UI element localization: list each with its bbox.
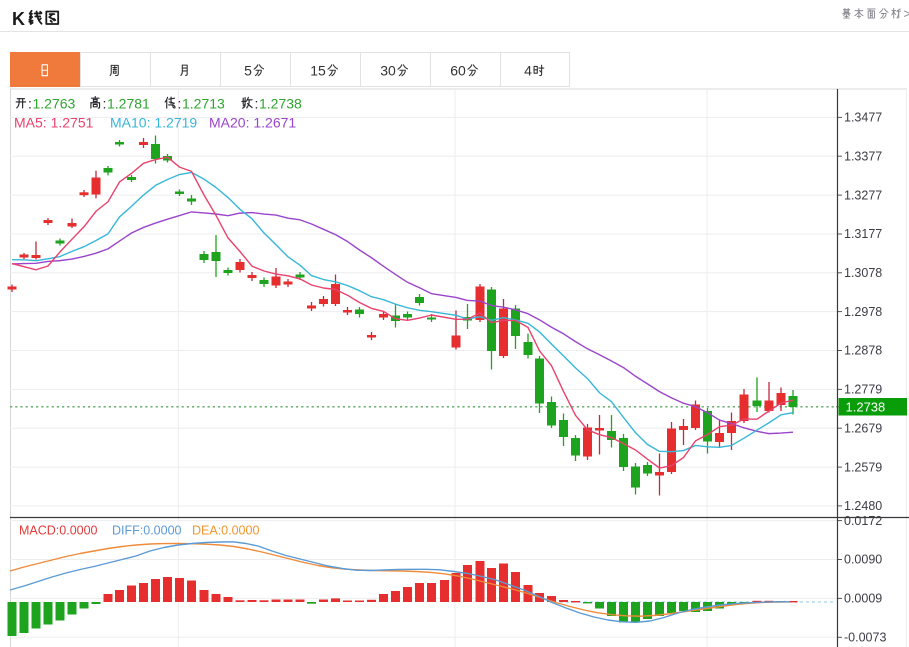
svg-text:1.3277: 1.3277 xyxy=(844,188,882,202)
svg-text:1.2713: 1.2713 xyxy=(182,96,225,112)
svg-text:0.0090: 0.0090 xyxy=(844,553,882,567)
svg-text:1.2738: 1.2738 xyxy=(259,96,302,112)
svg-text:1.2781: 1.2781 xyxy=(107,96,150,112)
svg-text:MACD:0.0000: MACD:0.0000 xyxy=(19,524,98,538)
svg-text:0.0172: 0.0172 xyxy=(844,514,882,528)
svg-text:1.3177: 1.3177 xyxy=(844,227,882,241)
svg-text:DEA:0.0000: DEA:0.0000 xyxy=(192,524,259,538)
svg-text:K: K xyxy=(12,9,25,29)
svg-text:1.2978: 1.2978 xyxy=(844,305,882,319)
svg-text:15: 15 xyxy=(310,63,326,79)
svg-text:DIFF:0.0000: DIFF:0.0000 xyxy=(112,524,182,538)
svg-text:1.3477: 1.3477 xyxy=(844,111,882,125)
svg-text:MA20: 1.2671: MA20: 1.2671 xyxy=(209,115,296,131)
svg-text:MA10: 1.2719: MA10: 1.2719 xyxy=(110,115,197,131)
svg-text::: : xyxy=(178,96,182,112)
svg-text:5: 5 xyxy=(244,63,252,79)
svg-text:1.2763: 1.2763 xyxy=(33,96,76,112)
svg-text:1.2779: 1.2779 xyxy=(844,383,882,397)
svg-text:1.3078: 1.3078 xyxy=(844,266,882,280)
svg-text:30: 30 xyxy=(380,63,396,79)
svg-text:1.3377: 1.3377 xyxy=(844,149,882,163)
svg-text:>: > xyxy=(904,7,909,21)
svg-text::: : xyxy=(255,96,259,112)
svg-text:MA5: 1.2751: MA5: 1.2751 xyxy=(14,115,94,131)
svg-text:1.2878: 1.2878 xyxy=(844,344,882,358)
svg-text:1.2579: 1.2579 xyxy=(844,460,882,474)
svg-text:1.2679: 1.2679 xyxy=(844,421,882,435)
svg-text:-0.0073: -0.0073 xyxy=(844,631,886,645)
svg-text::: : xyxy=(103,96,107,112)
svg-text::: : xyxy=(28,96,32,112)
svg-text:60: 60 xyxy=(450,63,466,79)
svg-text:4: 4 xyxy=(524,63,532,79)
svg-text:0.0009: 0.0009 xyxy=(844,592,882,606)
svg-text:1.2738: 1.2738 xyxy=(846,400,886,415)
svg-text:1.2480: 1.2480 xyxy=(844,499,882,513)
